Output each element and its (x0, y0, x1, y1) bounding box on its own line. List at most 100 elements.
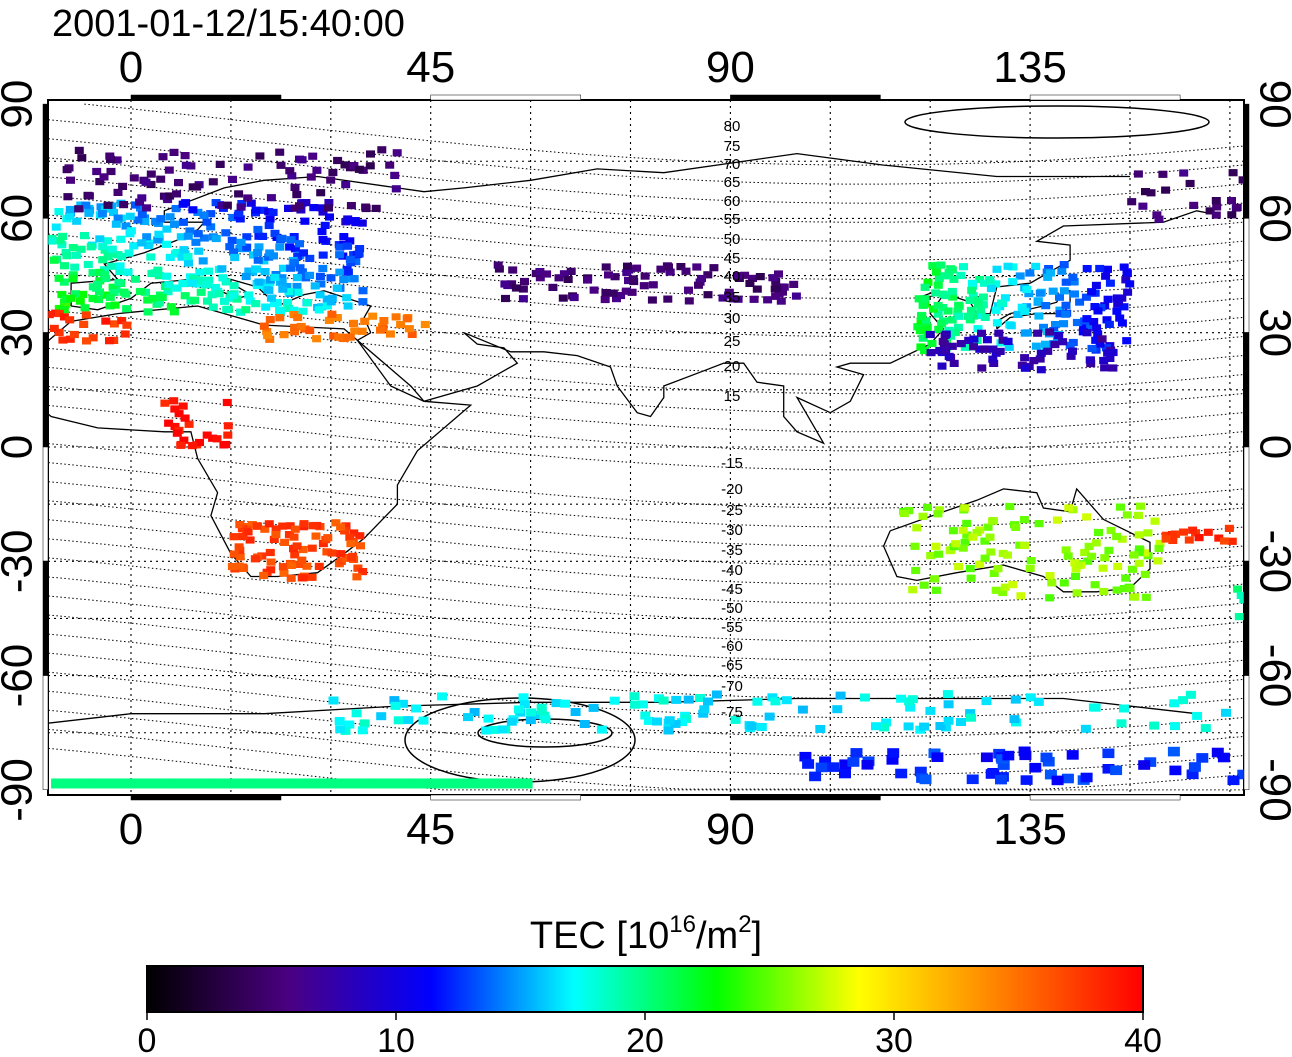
tec-cell (51, 223, 61, 231)
tec-cell (407, 330, 417, 338)
tec-cell (317, 204, 327, 212)
tec-cell (508, 266, 518, 274)
tec-cell (566, 267, 576, 275)
tec-cell (347, 554, 357, 562)
tec-cell (1220, 537, 1229, 545)
tec-cell (263, 331, 273, 340)
tec-cell (764, 712, 775, 721)
tec-cell (601, 263, 611, 271)
tec-cell (156, 175, 166, 183)
tec-cell (105, 293, 115, 301)
tec-cell (980, 554, 990, 562)
tec-cell (1100, 364, 1110, 372)
tec-cell (1133, 170, 1143, 178)
tec-cell (1087, 552, 1097, 560)
tec-cell (983, 523, 993, 531)
tec-cell (340, 161, 350, 169)
tec-cell (170, 422, 180, 431)
tec-cell (129, 174, 139, 182)
tec-cell (137, 194, 147, 202)
tec-cell (1081, 293, 1091, 301)
tec-cell (1185, 179, 1195, 188)
tec-cell (370, 778, 413, 789)
tec-cell (120, 330, 130, 338)
tec-cell (236, 203, 246, 211)
tec-cell (143, 241, 153, 250)
tec-cell (172, 248, 182, 257)
tec-cell (969, 335, 979, 343)
tec-cell (178, 402, 188, 410)
tec-cell (54, 208, 64, 216)
tec-cell (931, 586, 941, 594)
tec-cell (1036, 349, 1046, 357)
tec-cell (755, 273, 765, 281)
tec-cell (789, 280, 799, 288)
tec-cell (269, 252, 278, 260)
tec-cell (309, 204, 319, 212)
tec-cell (1123, 288, 1133, 296)
tec-cell (1040, 752, 1053, 763)
tec-cell (920, 295, 930, 303)
timestamp-label: 2001-01-12/15:40:00 (52, 3, 405, 45)
tec-cell (1188, 762, 1201, 772)
latitude-label: -60 (1250, 644, 1292, 708)
tec-cell (622, 268, 632, 277)
tec-cell (1239, 596, 1244, 604)
tec-cell (245, 297, 255, 305)
tec-cell (312, 166, 322, 174)
contour-label: 20 (724, 358, 741, 375)
tec-cell (920, 283, 930, 291)
tec-cell (996, 754, 1009, 764)
tec-cell (1084, 542, 1094, 550)
tec-cell (366, 150, 375, 158)
frame-tick-left (42, 446, 49, 562)
tec-cell (1116, 719, 1127, 728)
tec-cell (948, 293, 958, 301)
tec-cell (55, 237, 65, 245)
tec-cell (973, 325, 983, 333)
tec-cell (520, 277, 529, 286)
tec-cell (752, 285, 762, 293)
tec-cell (326, 298, 336, 306)
tec-cell (1097, 335, 1107, 343)
tec-cell (1116, 503, 1125, 511)
tec-cell (1063, 552, 1073, 560)
tec-cell (954, 312, 964, 320)
tec-cell (992, 265, 1002, 273)
tec-cell (165, 253, 175, 261)
tec-cell (1094, 528, 1103, 537)
tec-cell (79, 320, 89, 328)
tec-cell (172, 429, 182, 437)
longitude-label: 90 (706, 43, 755, 92)
tec-cell (292, 274, 302, 282)
tec-cell (1090, 581, 1100, 589)
right-latitude-labels: 90 60 30 0 -30 -60 -90 (1250, 80, 1292, 822)
tec-cell (684, 286, 693, 294)
tec-cell (962, 519, 972, 527)
tec-cell (341, 522, 351, 530)
tec-cell (243, 194, 253, 202)
tec-cell (1119, 263, 1129, 271)
tec-cell (1083, 557, 1093, 565)
tec-cell (61, 300, 71, 309)
tec-cell (1140, 549, 1150, 557)
tec-cell (246, 199, 256, 207)
tec-cell (234, 543, 244, 551)
tec-cell (275, 243, 285, 251)
tec-cell (569, 293, 579, 302)
tec-cell (749, 295, 759, 303)
tec-cell (349, 529, 359, 537)
tec-cell (109, 208, 118, 217)
contour-line (48, 328, 1244, 395)
tec-cell (335, 243, 345, 251)
contour-label: -20 (721, 481, 743, 498)
tec-cell (342, 294, 352, 302)
tec-cell (176, 233, 186, 241)
tec-cell (290, 323, 300, 331)
tec-cell (266, 294, 276, 302)
tec-cell (985, 769, 998, 779)
tec-cell (943, 700, 954, 709)
tec-cell (963, 312, 973, 320)
tec-cell (371, 204, 381, 212)
contour-label: 80 (724, 118, 741, 135)
